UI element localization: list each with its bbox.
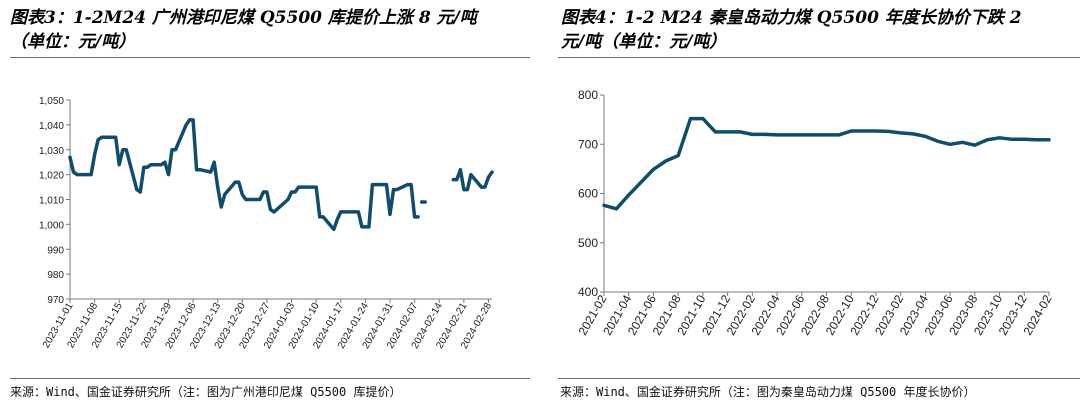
left-chart-y-tick-label: 1,030 xyxy=(39,146,64,157)
right-source-note: 来源：Wind、国金证券研究所（注：图为秦皇岛动力煤 Q5500 年度长协价） xyxy=(560,385,976,399)
left-price-line-segment xyxy=(68,118,420,232)
right-chart-title: 图表4：1-2 M24 秦皇岛动力煤 Q5500 年度长协价下跌 2 元/吨（单… xyxy=(561,6,1081,54)
right-chart-y-tick-label: 800 xyxy=(578,88,598,102)
left-chart-y-tick-label: 980 xyxy=(47,270,64,281)
left-chart-title: 图表3：1-2M24 广州港印尼煤 Q5500 库提价上涨 8 元/吨 （单位：… xyxy=(10,6,530,54)
left-chart-y-tick-label: 1,040 xyxy=(39,121,64,132)
right-price-line xyxy=(602,116,1051,211)
right-title-rule xyxy=(558,57,1080,58)
left-chart-y-tick-label: 1,020 xyxy=(39,171,64,182)
left-chart-y-tick-label: 970 xyxy=(47,295,64,306)
right-chart-y-tick-label: 400 xyxy=(578,285,598,299)
left-chart-y-tick-label: 990 xyxy=(47,245,64,256)
left-chart-y-tick-label: 1,050 xyxy=(39,96,64,107)
right-chart-y-tick-label: 700 xyxy=(578,137,598,151)
left-price-line-segment xyxy=(451,167,494,192)
left-chart-y-tick-label: 1,000 xyxy=(39,220,64,231)
left-source-rule xyxy=(10,378,530,379)
left-title-rule xyxy=(10,57,530,58)
right-title-line-2: 元/吨（单位：元/吨） xyxy=(561,32,727,52)
right-chart-y-tick-label: 500 xyxy=(578,236,598,250)
left-title-line-2: （单位：元/吨） xyxy=(10,32,136,52)
right-title-line-1: 图表4：1-2 M24 秦皇岛动力煤 Q5500 年度长协价下跌 2 xyxy=(561,8,1022,28)
left-title-line-1: 图表3：1-2M24 广州港印尼煤 Q5500 库提价上涨 8 元/吨 xyxy=(10,8,477,28)
right-source-rule xyxy=(558,378,1080,379)
left-chart-y-tick-label: 1,010 xyxy=(39,196,64,207)
right-chart-y-tick-label: 600 xyxy=(578,187,598,201)
left-source-note: 来源：Wind、国金证券研究所（注：图为广州港印尼煤 Q5500 库提价） xyxy=(10,385,402,399)
